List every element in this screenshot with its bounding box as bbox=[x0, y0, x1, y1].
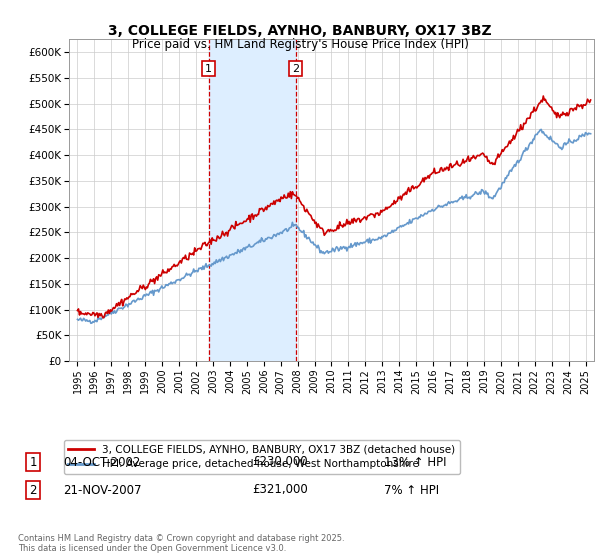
Text: 1: 1 bbox=[29, 455, 37, 469]
Text: £321,000: £321,000 bbox=[252, 483, 308, 497]
Text: 21-NOV-2007: 21-NOV-2007 bbox=[63, 483, 142, 497]
Text: 1: 1 bbox=[205, 64, 212, 73]
Text: 3, COLLEGE FIELDS, AYNHO, BANBURY, OX17 3BZ: 3, COLLEGE FIELDS, AYNHO, BANBURY, OX17 … bbox=[108, 24, 492, 38]
Text: Price paid vs. HM Land Registry's House Price Index (HPI): Price paid vs. HM Land Registry's House … bbox=[131, 38, 469, 51]
Text: 13% ↑ HPI: 13% ↑ HPI bbox=[384, 455, 446, 469]
Bar bbox=[209, 39, 296, 361]
Text: 2: 2 bbox=[292, 64, 299, 73]
Text: Contains HM Land Registry data © Crown copyright and database right 2025.
This d: Contains HM Land Registry data © Crown c… bbox=[18, 534, 344, 553]
Text: £230,000: £230,000 bbox=[252, 455, 308, 469]
Text: 2: 2 bbox=[29, 483, 37, 497]
Text: 04-OCT-2002: 04-OCT-2002 bbox=[63, 455, 140, 469]
Text: 7% ↑ HPI: 7% ↑ HPI bbox=[384, 483, 439, 497]
Legend: 3, COLLEGE FIELDS, AYNHO, BANBURY, OX17 3BZ (detached house), HPI: Average price: 3, COLLEGE FIELDS, AYNHO, BANBURY, OX17 … bbox=[64, 440, 460, 474]
